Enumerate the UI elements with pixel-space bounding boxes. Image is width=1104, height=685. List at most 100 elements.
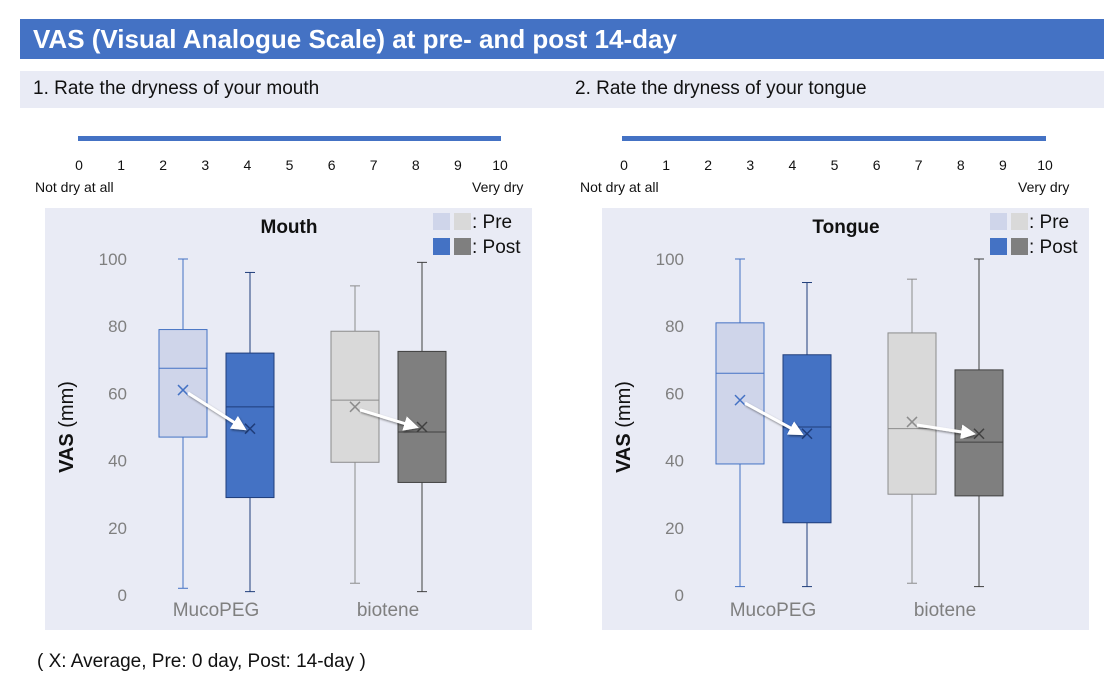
legend-post-gray-swatch [1011, 238, 1028, 255]
category-label: biotene [357, 600, 419, 621]
scale-tick-label: 4 [788, 157, 797, 173]
scale-tick-label: 6 [327, 157, 336, 173]
vas-scale-line-tongue [622, 136, 1046, 141]
mean-marker [177, 384, 189, 396]
iqr-box [330, 330, 380, 463]
mouth-chart-background [45, 208, 532, 630]
scale-tick-label: 8 [411, 157, 420, 173]
legend-pre-blue-swatch [433, 213, 450, 230]
page-title: VAS (Visual Analogue Scale) at pre- and … [20, 19, 1104, 59]
scale-tick-label: 0 [75, 157, 83, 173]
mean-marker [801, 428, 813, 440]
scale-tick-label: 2 [159, 157, 168, 173]
iqr-box [715, 322, 765, 465]
scale-tick-label: 3 [746, 157, 755, 173]
legend-post-label: : Post [1029, 237, 1078, 258]
y-axis-label: VAS (mm) [613, 381, 635, 473]
legend-pre-gray-swatch [454, 213, 471, 230]
scale-tick-label: 8 [956, 157, 965, 173]
scale-tick-label: 10 [492, 157, 508, 173]
high-anchor-mouth: Very dry [472, 179, 524, 195]
mean-marker [349, 401, 361, 413]
scale-tick-label: 10 [1037, 157, 1053, 173]
mean-marker [734, 394, 746, 406]
mean-x-stroke [906, 416, 918, 428]
legend-pre-gray-swatch [1011, 213, 1028, 230]
box-biotene-post [397, 261, 447, 593]
legend-pre-label: : Pre [1029, 212, 1069, 233]
box-mucopeg-pre [158, 258, 208, 589]
box-biotene-post [954, 258, 1004, 588]
box-biotene-pre [887, 278, 937, 584]
iqr-box [158, 329, 208, 438]
iqr-box [225, 352, 275, 499]
low-anchor-mouth: Not dry at all [35, 179, 114, 195]
legend-post-label: : Post [472, 237, 521, 258]
footnote: ( X: Average, Pre: 0 day, Post: 14-day ) [37, 651, 366, 672]
box-mucopeg-pre [715, 258, 765, 588]
scale-tick-label: 5 [830, 157, 839, 173]
legend-post-gray-swatch [454, 238, 471, 255]
iqr-box [397, 350, 447, 483]
mean-marker [244, 423, 256, 435]
scale-tick-label: 4 [243, 157, 252, 173]
vas-scale-line-mouth [78, 136, 501, 141]
scale-tick-label: 7 [369, 157, 378, 173]
y-tick-label: 100 [656, 250, 684, 269]
question-mouth-label: 1. Rate the dryness of your mouth [33, 78, 320, 99]
question-tongue-label: 2. Rate the dryness of your tongue [575, 78, 867, 99]
y-tick-label: 40 [665, 452, 684, 471]
mean-x-stroke [801, 428, 813, 440]
y-tick-label: 20 [108, 519, 127, 538]
y-tick-label: 0 [118, 586, 127, 605]
chart-title: Tongue [812, 217, 879, 238]
tongue-box-plot: Tongue VAS (mm) 0 20 40 60 80 100 MucoPEG biotene… [613, 212, 1078, 621]
box-mucopeg-post [225, 271, 275, 593]
mean-marker [906, 416, 918, 428]
mean-x-stroke [349, 401, 361, 413]
scale-tick-label: 9 [453, 157, 462, 173]
high-anchor-tongue: Very dry [1018, 179, 1070, 195]
iqr-box [782, 354, 832, 524]
question-bar [20, 71, 1104, 108]
category-label: MucoPEG [730, 600, 817, 621]
legend-post-blue-swatch [433, 238, 450, 255]
scale-tick-label: 7 [914, 157, 923, 173]
chart-title: Mouth [261, 217, 318, 238]
y-tick-label: 80 [108, 317, 127, 336]
y-tick-label: 60 [108, 384, 127, 403]
scale-tick-label: 9 [998, 157, 1007, 173]
y-tick-label: 60 [665, 384, 684, 403]
y-tick-label: 100 [99, 250, 127, 269]
box-mucopeg-post [782, 282, 832, 588]
mouth-box-plot: Mouth VAS (mm) 0 20 40 60 80 100 MucoPEG biotene:… [56, 212, 521, 621]
legend-post-blue-swatch [990, 238, 1007, 255]
scale-tick-label: 1 [117, 157, 125, 173]
box-biotene-pre [330, 285, 380, 584]
scale-tick-label: 2 [704, 157, 713, 173]
mean-change-arrow [916, 423, 976, 440]
mean-x-stroke [244, 423, 256, 435]
y-axis-label: VAS (mm) [56, 381, 78, 473]
scale-tick-label: 6 [872, 157, 881, 173]
scale-tick-label: 0 [620, 157, 628, 173]
category-label: MucoPEG [173, 600, 260, 621]
y-tick-label: 20 [665, 519, 684, 538]
mean-change-arrow [744, 401, 804, 436]
legend-pre-blue-swatch [990, 213, 1007, 230]
y-tick-label: 0 [675, 586, 684, 605]
y-tick-label: 40 [108, 452, 127, 471]
mean-change-arrow [187, 391, 247, 431]
mean-x-stroke [734, 394, 746, 406]
category-label: biotene [914, 600, 976, 621]
mean-x-stroke [177, 384, 189, 396]
legend-pre-label: : Pre [472, 212, 512, 233]
scale-tick-label: 1 [662, 157, 670, 173]
scale-tick-label: 3 [201, 157, 210, 173]
iqr-box [887, 332, 937, 495]
mean-change-arrow [359, 408, 419, 431]
scale-tick-label: 5 [285, 157, 294, 173]
low-anchor-tongue: Not dry at all [580, 179, 659, 195]
y-tick-label: 80 [665, 317, 684, 336]
tongue-chart-background [602, 208, 1089, 630]
